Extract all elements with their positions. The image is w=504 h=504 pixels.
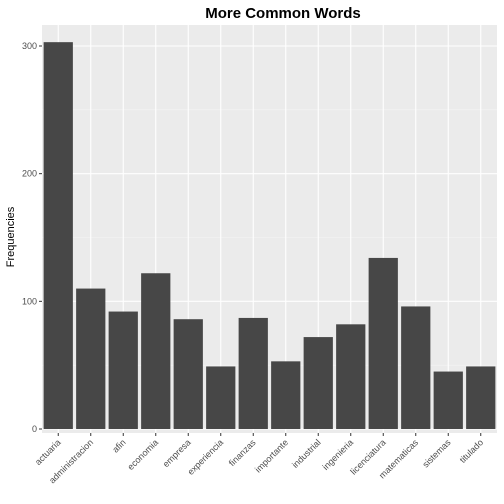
x-tick-label: titulado [458,437,486,465]
bar-actuaria [43,42,73,430]
x-tick-label: industrial [290,437,323,470]
bar-economia [141,273,171,429]
x-tick-label: importante [253,437,290,474]
x-tick-label: empresa [161,437,193,469]
y-axis: 0 100 200 300 [22,41,42,434]
bars [43,42,496,430]
bar-sistemas [433,371,463,429]
chart-title: More Common Words [205,5,361,22]
y-tick-label: 100 [22,296,37,306]
y-axis-label: Frequencies [5,206,17,267]
bar-importante [271,361,301,429]
x-tick-label: afin [110,437,127,454]
x-tick-label: finanzas [227,437,258,468]
bar-experiencia [206,366,236,429]
y-tick-label: 0 [32,424,37,434]
bar-administracion [76,288,106,429]
bar-titulado [466,366,496,429]
bar-licenciatura [368,257,398,429]
bar-matematicas [401,306,431,429]
bar-industrial [303,337,333,429]
bar-empresa [173,319,203,429]
bar-ingenieria [336,324,366,429]
x-tick-label: economia [125,437,160,472]
bar-finanzas [238,317,268,429]
x-tick-label: actuaria [33,437,63,467]
y-tick-label: 200 [22,169,37,179]
x-tick-label: sistemas [420,437,453,470]
bar-afin [108,311,138,429]
y-tick-label: 300 [22,41,37,51]
